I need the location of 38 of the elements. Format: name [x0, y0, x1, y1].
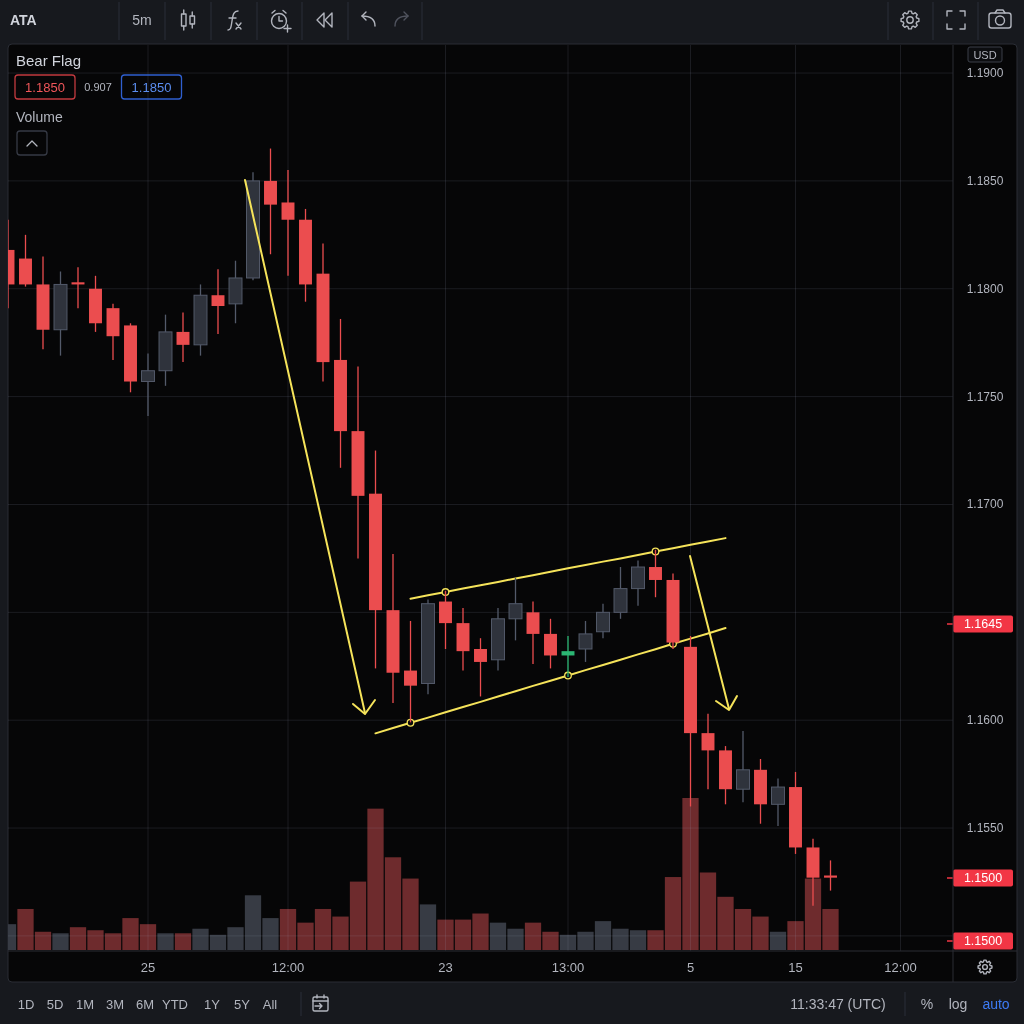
text: 1.1500 [963, 871, 1003, 885]
annotation: 1.1850 [25, 79, 65, 95]
y-tick-label: 1.1700 [966, 497, 1004, 512]
text: Bear Flag [16, 51, 82, 69]
x-tick-label: 12:00 [884, 959, 917, 975]
x-tick-label: 15 [788, 959, 803, 975]
y-tick-label: 1.1850 [966, 173, 1004, 188]
x-tick-label: 5 [686, 959, 695, 975]
text: All [262, 996, 278, 1012]
text: log [948, 996, 968, 1012]
x-tick-label: 13:00 [551, 959, 585, 975]
x-tick-label: 23 [438, 959, 453, 975]
x-tick-label: 12:00 [271, 959, 305, 975]
text: % [920, 996, 934, 1012]
annotation: 0.907 [84, 81, 112, 93]
text: auto [982, 996, 1010, 1012]
y-tick-label: 1.1750 [966, 389, 1004, 404]
y-tick-label: 1.1550 [966, 821, 1004, 836]
y-tick-label: 1.1900 [966, 66, 1004, 81]
text: 5Y [234, 996, 251, 1012]
text: 1.1500 [963, 934, 1003, 948]
y-axis-title: USD [973, 48, 997, 61]
y-tick-label: 1.1800 [966, 281, 1004, 296]
text: ATA [10, 12, 37, 28]
text: 5D [46, 996, 64, 1012]
text: 5m [132, 12, 152, 28]
text: 11:33:47 (UTC) [790, 996, 886, 1012]
text: 1Y [204, 996, 221, 1012]
text: 1.1645 [963, 617, 1003, 631]
text: Volume [16, 109, 63, 125]
text: 1M [75, 996, 95, 1012]
text: 1D [17, 996, 35, 1012]
text: YTD [162, 996, 188, 1012]
annotation: 1.1850 [131, 79, 172, 95]
y-tick-label: 1.1600 [966, 713, 1004, 728]
x-tick-label: 25 [140, 959, 156, 975]
text: 6M [135, 996, 155, 1012]
text: 3M [105, 996, 125, 1012]
